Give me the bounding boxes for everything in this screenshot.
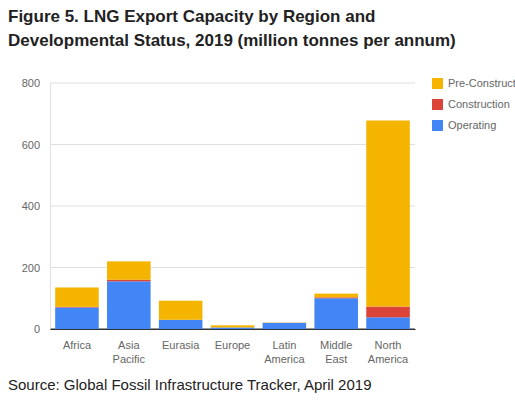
y-axis: 0 200 400 600 800 xyxy=(22,77,51,335)
title: Figure 5. LNG Export Capacity by Region … xyxy=(8,7,456,50)
bar xyxy=(263,323,307,329)
bar xyxy=(107,261,151,279)
legend-label: Construction xyxy=(448,98,510,110)
x-tick: LatinAmerica xyxy=(264,329,305,365)
bar xyxy=(159,301,203,320)
x-tick: AsiaPacific xyxy=(113,329,146,365)
legend-swatch xyxy=(432,99,443,110)
grid xyxy=(50,83,415,329)
bar xyxy=(107,281,151,329)
x-tick-label: MiddleEast xyxy=(320,339,352,365)
y-tick-label: 0 xyxy=(34,323,40,335)
x-axis-line xyxy=(51,329,416,330)
legend-label: Pre-Construction xyxy=(448,77,515,89)
y-tick: 0 xyxy=(34,323,50,335)
bar xyxy=(263,322,307,323)
bar xyxy=(107,280,151,282)
legend-swatch xyxy=(432,78,443,89)
bar xyxy=(366,307,410,318)
x-tick-label: Africa xyxy=(63,339,92,351)
grid-line xyxy=(50,206,415,207)
x-tick: Europe xyxy=(215,329,250,351)
grid-line xyxy=(50,144,415,145)
bar xyxy=(159,320,203,329)
legend-swatch xyxy=(432,120,443,131)
bar xyxy=(55,287,99,306)
y-tick: 200 xyxy=(22,262,50,274)
y-axis-line xyxy=(50,84,51,330)
legend-label: Operating xyxy=(448,119,496,131)
y-tick-label: 400 xyxy=(22,200,40,212)
x-tick-label: AsiaPacific xyxy=(113,339,146,365)
x-tick: Eurasia xyxy=(162,329,200,351)
y-tick: 800 xyxy=(22,77,50,89)
grid-line xyxy=(50,83,415,84)
y-tick-label: 600 xyxy=(22,139,40,151)
x-tick-label: NorthAmerica xyxy=(368,339,409,365)
bar xyxy=(211,327,255,329)
x-tick: NorthAmerica xyxy=(368,329,409,365)
legend: Pre-Construction Construction Operating xyxy=(432,77,515,131)
x-axis: Africa AsiaPacific Eurasia Europe LatinAmeri… xyxy=(51,329,416,365)
y-tick: 600 xyxy=(22,139,50,151)
series-bars xyxy=(55,121,410,328)
source: Source: Global Fossil Infrastructure Tra… xyxy=(8,376,372,393)
y-tick-label: 800 xyxy=(22,77,40,89)
bar xyxy=(314,298,358,329)
y-tick-label: 200 xyxy=(22,262,40,274)
bars xyxy=(55,121,410,329)
x-tick-label: Europe xyxy=(215,339,250,351)
x-tick-label: LatinAmerica xyxy=(264,339,305,365)
series-bars xyxy=(55,280,410,318)
bar xyxy=(55,307,99,329)
grid-line xyxy=(50,267,415,268)
x-tick: MiddleEast xyxy=(320,329,352,365)
bar xyxy=(366,317,410,329)
bar xyxy=(314,294,358,298)
series-bars xyxy=(55,281,410,329)
bar xyxy=(211,325,255,327)
x-tick: Africa xyxy=(63,329,92,351)
bar xyxy=(263,322,307,323)
y-tick: 400 xyxy=(22,200,50,212)
chart: Figure 5. LNG Export Capacity by Region … xyxy=(0,0,515,410)
bar xyxy=(366,121,410,307)
x-tick-label: Eurasia xyxy=(162,339,200,351)
